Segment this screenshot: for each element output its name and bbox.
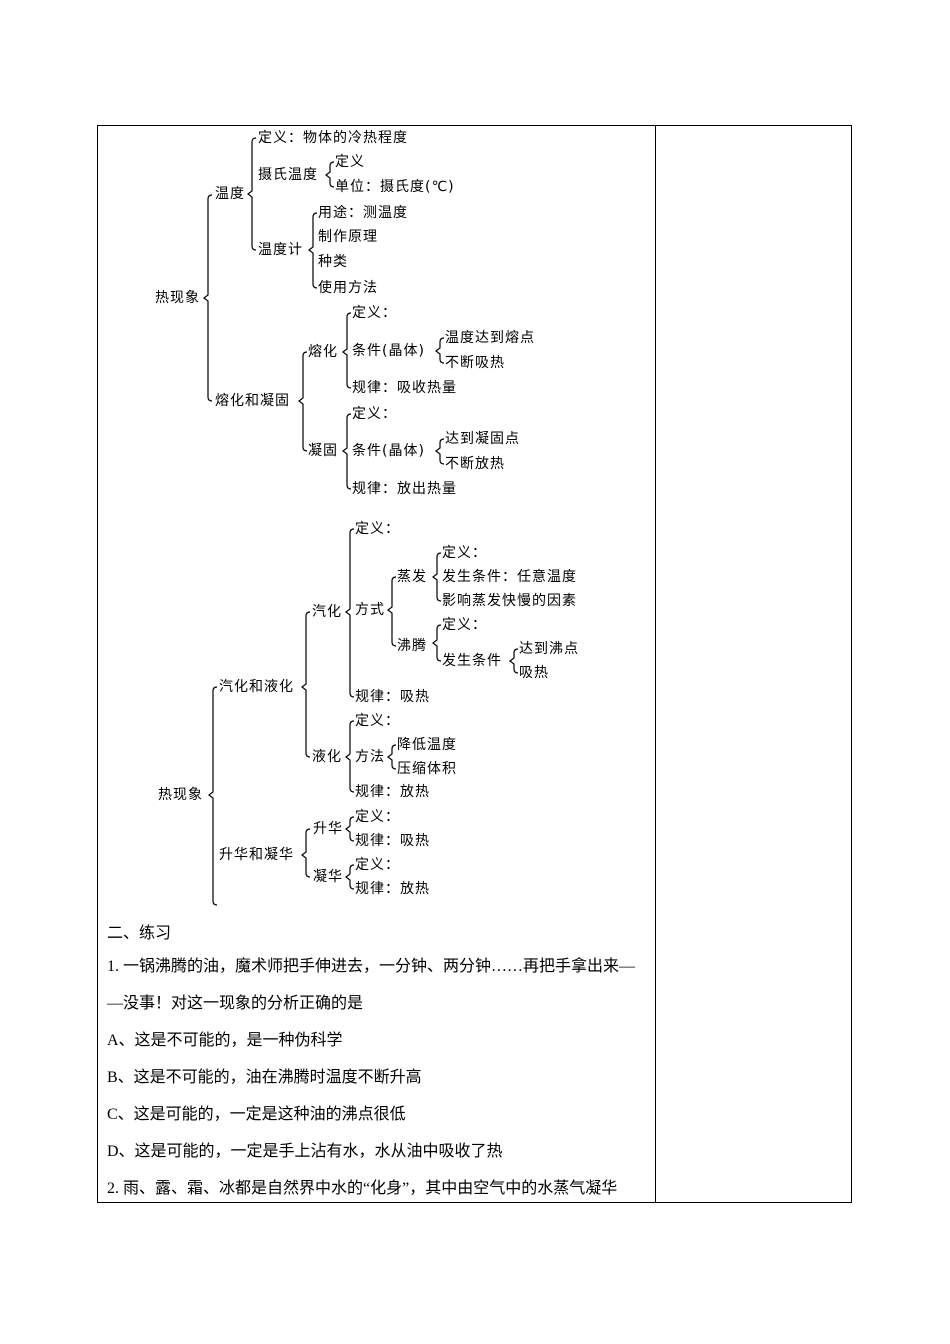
node: 凝固 [308,443,338,459]
lesson-table [97,125,852,1203]
node: 凝华 [313,869,343,885]
node: 定义： [355,713,400,729]
node: 定义： [355,857,400,873]
option-c: C、这是可能的，一定是这种油的沸点很低 [107,1106,406,1123]
node: 定义： [355,521,400,537]
node: 蒸发 [397,569,427,585]
node: 制作原理 [318,229,378,245]
node: 达到沸点 [519,641,579,657]
node: 规律：吸热 [355,833,430,849]
node: 发生条件 [442,653,502,669]
node: 汽化 [312,604,342,620]
node: 定义： [355,809,400,825]
node: 温度达到熔点 [445,330,535,346]
question-1-line-1: 1. 一锅沸腾的油，魔术师把手伸进去，一分钟、两分钟……再把手拿出来— [107,958,636,975]
table-column-divider [655,125,656,1203]
node: 定义：物体的冷热程度 [258,130,408,146]
node: 规律：放热 [355,784,430,800]
option-b: B、这是不可能的，油在沸腾时温度不断升高 [107,1069,422,1086]
node: 种类 [318,254,348,270]
node: 汽化和液化 [219,679,294,695]
node: 条件(晶体) [352,343,425,359]
node: 摄氏温度 [258,167,318,183]
node-root: 热现象 [155,290,200,306]
node: 升华 [313,821,343,837]
node: 熔化 [308,344,338,360]
node: 定义： [352,406,397,422]
node: 用途：测温度 [318,205,408,221]
node: 定义 [335,154,365,170]
node: 不断吸热 [445,355,505,371]
option-a: A、这是不可能的，是一种伪科学 [107,1032,343,1049]
node: 单位：摄氏度(℃) [335,179,455,195]
node: 不断放热 [445,456,505,472]
node: 吸热 [519,665,549,681]
node: 条件(晶体) [352,443,425,459]
node: 升华和凝华 [219,847,294,863]
node: 影响蒸发快慢的因素 [442,593,577,609]
node: 达到凝固点 [445,431,520,447]
node: 温度 [215,186,245,202]
node: 规律：放出热量 [352,481,457,497]
node: 定义： [442,545,487,561]
node: 液化 [312,749,342,765]
node: 定义： [352,305,397,321]
question-2-line-1: 2. 雨、露、霜、冰都是自然界中水的“化身”，其中由空气中的水蒸气凝华 [107,1180,618,1197]
node: 方法 [355,749,385,765]
node: 定义： [442,617,487,633]
node: 规律：吸热 [355,689,430,705]
section-heading: 二、练习 [107,925,172,942]
node: 沸腾 [397,638,427,654]
node: 发生条件：任意温度 [442,569,577,585]
node: 规律：放热 [355,881,430,897]
node: 降低温度 [397,737,457,753]
node: 压缩体积 [397,761,457,777]
node: 温度计 [258,242,303,258]
node: 方式 [355,602,385,618]
question-1-line-2: —没事！对这一现象的分析正确的是 [107,995,364,1012]
node: 使用方法 [318,280,378,296]
node: 规律：吸收热量 [352,380,457,396]
node: 熔化和凝固 [215,393,290,409]
node-root: 热现象 [158,787,203,803]
option-d: D、这是可能的，一定是手上沾有水，水从油中吸收了热 [107,1143,503,1160]
